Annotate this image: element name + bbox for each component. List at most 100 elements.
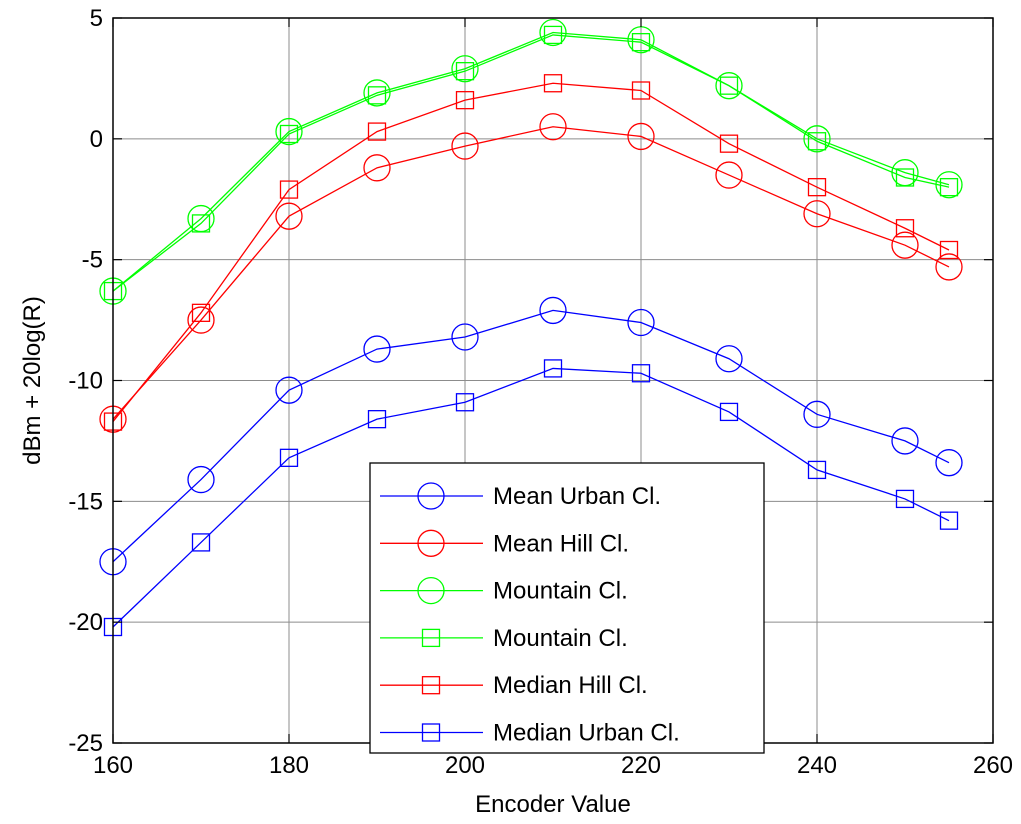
y-tick-label: -25 (68, 730, 103, 757)
y-axis-label: dBm + 20log(R) (19, 296, 46, 465)
x-tick-label: 200 (445, 752, 485, 779)
data-point (363, 335, 391, 363)
data-point (719, 402, 739, 422)
data-point (543, 359, 563, 378)
data-point (803, 400, 831, 428)
legend-marker (421, 676, 441, 695)
legend-entry: Mountain Cl. (380, 625, 628, 652)
legend-entry: Median Urban Cl. (380, 720, 680, 747)
data-point (939, 240, 959, 260)
y-tick-label: -10 (68, 368, 103, 395)
data-point (891, 231, 919, 259)
legend: Mean Urban Cl. Mean Hill Cl. Mountain Cl. M… (369, 462, 765, 754)
x-tick-label: 260 (973, 752, 1013, 779)
series-line (112, 82, 950, 422)
data-point (719, 134, 739, 153)
data-point (939, 511, 959, 530)
x-tick-label: 160 (93, 752, 133, 779)
legend-entry: Mean Hill Cl. (380, 529, 629, 557)
legend-marker (421, 723, 441, 742)
data-point (807, 460, 827, 480)
data-point (539, 113, 567, 141)
data-point (275, 117, 303, 146)
data-point (715, 345, 743, 373)
data-point (363, 79, 391, 107)
legend-marker (417, 482, 445, 510)
data-point (895, 489, 915, 509)
data-point (191, 214, 211, 233)
y-tick-label: -5 (82, 247, 103, 274)
series-1 (99, 113, 963, 433)
x-tick-label: 240 (797, 752, 837, 779)
data-point (187, 465, 215, 494)
legend-label: Median Urban Cl. (493, 720, 680, 747)
data-point (939, 178, 959, 197)
series-line (112, 309, 950, 563)
legend-label: Mountain Cl. (493, 625, 628, 652)
legend-marker (417, 529, 445, 557)
data-point (279, 180, 299, 199)
legend-marker (417, 576, 445, 605)
data-point (935, 253, 963, 281)
y-tick-label: 0 (90, 126, 103, 153)
data-point (631, 81, 651, 100)
legend-label: Mean Urban Cl. (493, 483, 661, 510)
legend-marker (421, 628, 441, 648)
series-line (112, 126, 950, 420)
legend-entry: Median Hill Cl. (380, 672, 648, 699)
data-point (631, 33, 651, 52)
plot-series (99, 18, 963, 637)
data-point (451, 55, 479, 83)
data-point (367, 86, 387, 105)
data-point (275, 376, 303, 404)
data-point (275, 202, 303, 230)
data-point (191, 303, 211, 322)
data-point (715, 161, 743, 189)
legend-label: Mountain Cl. (493, 578, 628, 605)
legend-label: Median Hill Cl. (493, 672, 648, 699)
data-point (935, 449, 963, 477)
data-point (539, 296, 567, 325)
legend-entry: Mean Urban Cl. (380, 482, 661, 510)
data-point (543, 74, 563, 93)
data-point (363, 154, 391, 182)
x-tick-label: 220 (621, 752, 661, 779)
legend-box (369, 462, 765, 754)
y-tick-label: -15 (68, 488, 103, 515)
series-line (112, 31, 950, 292)
series-line (112, 34, 950, 292)
data-point (455, 91, 475, 110)
legend-label: Mean Hill Cl. (493, 530, 629, 557)
data-point (191, 533, 211, 552)
data-point (895, 219, 915, 238)
series-line (112, 367, 950, 628)
data-point (803, 200, 831, 228)
data-point (543, 25, 563, 45)
data-point (803, 125, 831, 153)
data-point (891, 427, 919, 455)
data-point (279, 124, 299, 144)
data-point (807, 178, 827, 197)
data-point (279, 448, 299, 467)
series-5 (103, 359, 959, 637)
x-tick-label: 180 (269, 752, 309, 779)
data-point (455, 62, 475, 81)
data-point (631, 364, 651, 383)
data-point (539, 18, 567, 47)
data-point (451, 132, 479, 160)
x-axis-label: Encoder Value (475, 791, 631, 818)
data-point (627, 308, 655, 337)
axis-ticks: 160 180 200 220 240 260 -25 -20 -15 -10 -5 0 5 (68, 5, 1013, 779)
data-point (719, 76, 739, 95)
data-point (367, 410, 387, 429)
data-point (187, 306, 215, 334)
data-point (367, 122, 387, 141)
legend-entry: Mountain Cl. (380, 576, 628, 605)
data-point (455, 393, 475, 412)
data-point (895, 168, 915, 187)
data-point (627, 122, 655, 151)
data-point (715, 72, 743, 100)
data-point (807, 132, 827, 151)
